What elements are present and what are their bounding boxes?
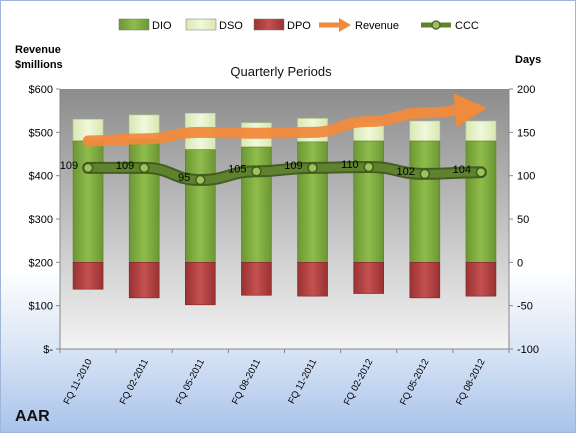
- ccc-point: [307, 162, 318, 174]
- dpo-bar: [409, 262, 441, 299]
- ccc-data-label: 109: [60, 160, 78, 172]
- legend-label: Revenue: [355, 20, 399, 32]
- right-tick-label: 0: [517, 257, 523, 269]
- ccc-data-label: 105: [228, 163, 246, 175]
- right-axis-title: Days: [515, 54, 541, 66]
- dio-bar: [128, 138, 160, 263]
- dpo-bar: [185, 262, 216, 306]
- ccc-point: [82, 162, 94, 174]
- dpo-bar: [128, 262, 160, 299]
- ccc-point: [195, 174, 206, 186]
- ccc-layer: 109 109 95 105 109 110 102 104: [60, 159, 487, 187]
- company-label: AAR: [15, 408, 50, 425]
- dio-bar: [465, 140, 497, 263]
- x-tick-label: FQ 11-2011: [286, 357, 319, 406]
- ccc-point: [138, 162, 150, 174]
- right-tick-label: 200: [517, 84, 535, 96]
- left-axis-title-line2: $millions: [15, 59, 63, 71]
- legend-label: DPO: [287, 20, 311, 32]
- ccc-data-label: 109: [284, 160, 302, 172]
- dio-bar: [409, 140, 441, 263]
- left-axis-title-line1: Revenue: [15, 44, 61, 56]
- dpo-bar: [72, 262, 104, 290]
- legend-marker: [431, 20, 441, 30]
- x-tick-label: FQ 08-2011: [230, 357, 263, 406]
- left-tick-label: $100: [29, 301, 53, 313]
- dso-bar: [409, 120, 441, 142]
- right-tick-label: -50: [517, 301, 533, 313]
- dpo-bar: [353, 262, 384, 294]
- ccc-point: [475, 166, 487, 178]
- right-tick-label: -100: [517, 344, 539, 356]
- x-tick-label: FQ 05-2012: [398, 357, 432, 407]
- right-tick-label: 50: [517, 214, 529, 226]
- revenue-layer: [82, 93, 487, 147]
- dpo-bar: [297, 262, 328, 297]
- x-tick-label: FQ 02-2011: [118, 357, 151, 406]
- ccc-point: [363, 161, 374, 173]
- x-tick-label: FQ 08-2012: [454, 357, 488, 407]
- ccc-point: [251, 166, 262, 177]
- revenue-arrowhead: [453, 93, 487, 128]
- x-tick-label: FQ 11-2010: [62, 357, 95, 406]
- ccc-line: [84, 162, 485, 185]
- legend-arrowhead: [339, 18, 351, 32]
- legend-label: DIO: [152, 20, 172, 32]
- right-tick-label: 150: [517, 127, 535, 139]
- ccc-data-label: 95: [178, 172, 190, 184]
- revenue-line: [82, 105, 461, 147]
- dso-bar: [465, 120, 497, 142]
- legend-label: CCC: [455, 20, 479, 32]
- legend-swatch: [253, 18, 285, 31]
- legend-label: DSO: [219, 20, 243, 32]
- dpo-bar: [465, 262, 497, 297]
- ccc-data-label: 110: [341, 159, 359, 171]
- ccc-point: [419, 168, 431, 180]
- legend-swatch: [118, 18, 150, 31]
- left-tick-label: $-: [43, 344, 53, 356]
- x-tick-label: FQ 05-2011: [174, 357, 207, 406]
- legend: DIO DSO DPO Revenue CCC: [118, 18, 479, 32]
- ccc-data-label: 104: [453, 164, 471, 176]
- left-tick-label: $400: [29, 171, 53, 183]
- left-tick-label: $500: [29, 127, 53, 139]
- right-tick-label: 100: [517, 171, 535, 183]
- left-tick-label: $300: [29, 214, 53, 226]
- legend-swatch: [185, 18, 217, 31]
- dio-bar: [185, 149, 216, 263]
- dpo-bar: [241, 262, 272, 296]
- chart-title: Quarterly Periods: [230, 64, 332, 79]
- left-tick-label: $200: [29, 257, 53, 269]
- left-tick-label: $600: [29, 84, 53, 96]
- x-tick-label: FQ 02-2012: [342, 357, 376, 407]
- ccc-data-label: 102: [396, 166, 414, 178]
- ccc-data-label: 109: [116, 160, 134, 172]
